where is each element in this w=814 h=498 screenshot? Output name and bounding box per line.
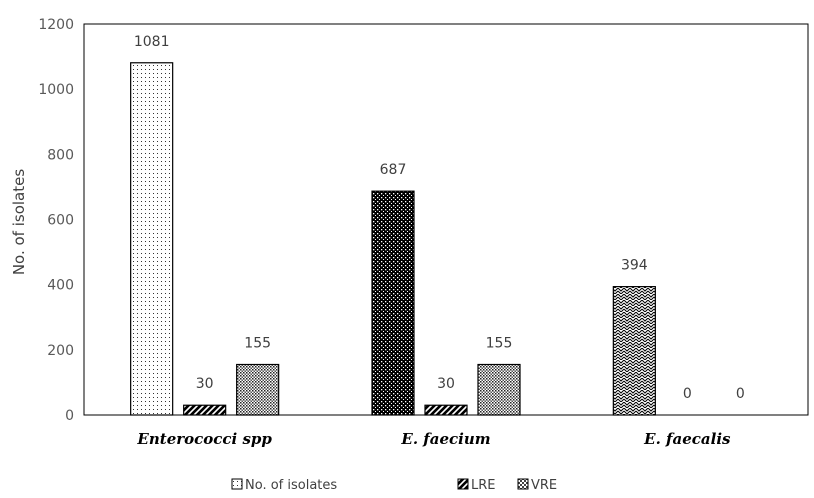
data-label: 30 <box>437 376 455 392</box>
y-tick-label: 200 <box>47 343 74 359</box>
legend-swatch <box>231 478 243 490</box>
x-axis-categories: Enterococci spp E. faecium E. faecalis <box>136 430 731 448</box>
y-tick-label: 600 <box>47 213 74 229</box>
data-labels: 1081 30 155 687 30 155 394 0 0 <box>134 34 745 402</box>
bar <box>183 404 227 416</box>
data-label: 0 <box>736 386 745 402</box>
x-category-label: E. faecalis <box>643 430 731 448</box>
y-axis-label: No. of isolates <box>10 169 28 276</box>
data-label: 394 <box>621 258 648 274</box>
y-axis-ticks: 0 200 400 600 800 1000 1200 <box>38 17 74 424</box>
data-label: 30 <box>196 376 214 392</box>
bar <box>477 363 521 416</box>
legend-swatch <box>517 478 529 490</box>
x-category-label: Enterococci spp <box>136 430 272 448</box>
legend: No. of isolates LRE VRE <box>231 478 557 493</box>
bar <box>130 62 174 416</box>
bar <box>424 404 468 416</box>
data-label: 155 <box>486 335 513 351</box>
bar <box>612 286 656 416</box>
legend-label: LRE <box>471 478 496 493</box>
y-tick-label: 1000 <box>38 82 74 98</box>
legend-label: No. of isolates <box>245 478 337 493</box>
x-category-label: E. faecium <box>400 430 490 448</box>
y-tick-label: 1200 <box>38 17 74 33</box>
plot-border <box>83 23 809 416</box>
legend-swatch <box>457 478 469 490</box>
bar <box>236 363 280 416</box>
y-tick-label: 800 <box>47 147 74 163</box>
bar <box>371 190 415 416</box>
data-label: 155 <box>244 335 271 351</box>
y-tick-label: 0 <box>65 408 74 424</box>
bars <box>130 62 656 416</box>
data-label: 687 <box>380 162 407 178</box>
plot-area <box>83 23 809 416</box>
data-label: 0 <box>683 386 692 402</box>
legend-label: VRE <box>531 478 557 493</box>
y-tick-label: 400 <box>47 278 74 294</box>
data-label: 1081 <box>134 34 170 50</box>
